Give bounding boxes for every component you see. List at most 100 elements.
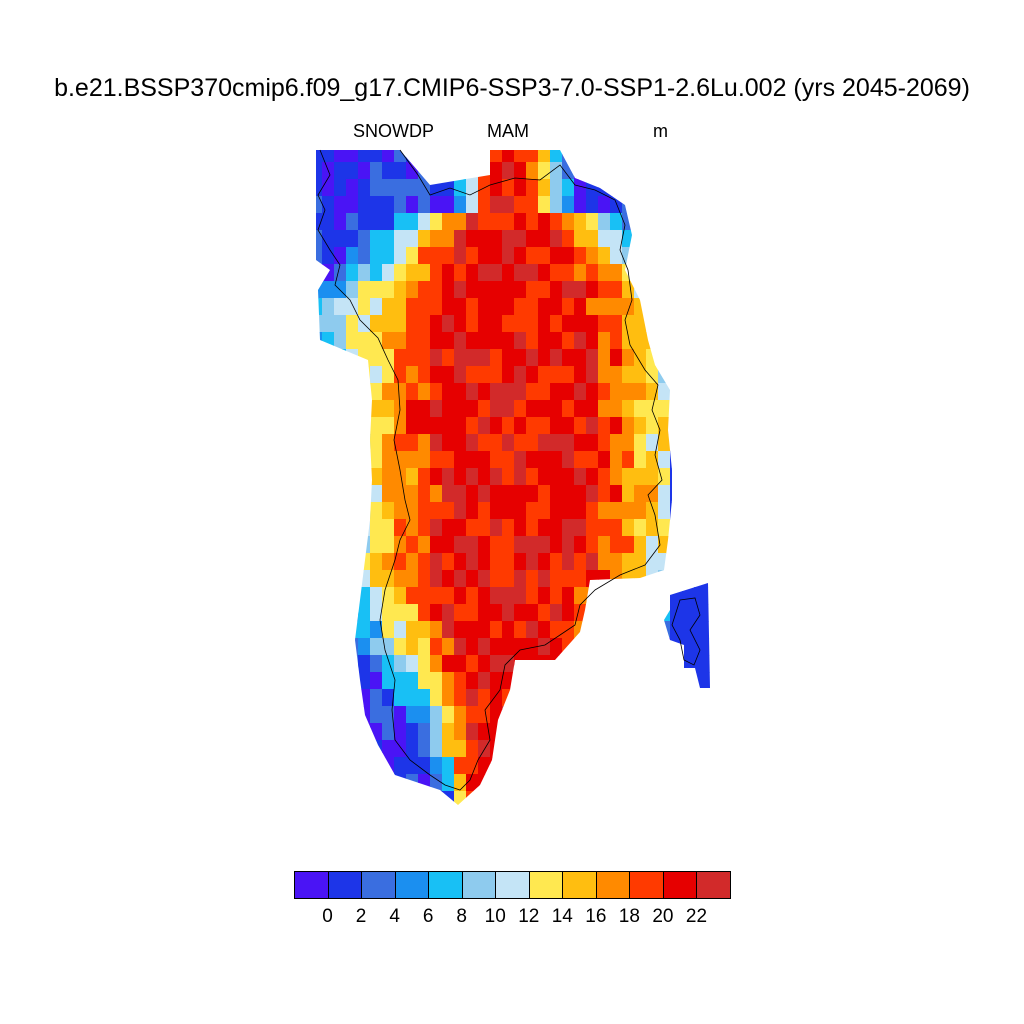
grid-cell xyxy=(538,570,551,588)
grid-cell xyxy=(430,519,443,537)
grid-cell xyxy=(514,570,527,588)
grid-cell xyxy=(370,264,383,282)
grid-cell xyxy=(694,621,707,639)
grid-cell xyxy=(526,519,539,537)
grid-cell xyxy=(562,604,575,622)
grid-cell xyxy=(406,655,419,673)
grid-cell xyxy=(430,179,443,197)
grid-cell xyxy=(682,774,695,792)
grid-cell xyxy=(322,553,335,571)
grid-cell xyxy=(490,485,503,503)
grid-cell xyxy=(538,638,551,656)
colorbar-tick-label: 6 xyxy=(422,906,434,927)
grid-cell xyxy=(406,604,419,622)
grid-cell xyxy=(706,757,710,775)
grid-cell xyxy=(406,281,419,299)
grid-cell xyxy=(682,808,695,826)
grid-cell xyxy=(610,298,623,316)
grid-cell xyxy=(682,536,695,554)
grid-cell xyxy=(514,621,527,639)
grid-cell xyxy=(334,672,347,690)
grid-cell xyxy=(394,604,407,622)
grid-cell xyxy=(382,519,395,537)
grid-cell xyxy=(418,502,431,520)
grid-cell xyxy=(394,383,407,401)
grid-cell xyxy=(370,213,383,231)
grid-cell xyxy=(526,621,539,639)
grid-cell xyxy=(538,264,551,282)
grid-cell xyxy=(514,400,527,418)
grid-cell xyxy=(406,689,419,707)
grid-cell xyxy=(430,621,443,639)
grid-cell xyxy=(454,315,467,333)
grid-cell xyxy=(574,417,587,435)
grid-cell xyxy=(478,519,491,537)
grid-cell xyxy=(418,230,431,248)
grid-cell xyxy=(574,196,587,214)
grid-cell xyxy=(394,570,407,588)
grid-cell xyxy=(418,247,431,265)
grid-cell xyxy=(406,536,419,554)
grid-cell xyxy=(430,655,443,673)
grid-cell xyxy=(322,485,335,503)
grid-cell xyxy=(346,247,359,265)
grid-cell xyxy=(370,485,383,503)
grid-cell xyxy=(322,638,335,656)
grid-cell xyxy=(538,150,551,163)
grid-cell xyxy=(598,196,611,214)
grid-cell xyxy=(430,213,443,231)
grid-cell xyxy=(490,451,503,469)
grid-cell xyxy=(550,179,563,197)
colorbar-tick-label: 8 xyxy=(456,906,467,927)
grid-cell xyxy=(670,638,683,656)
grid-cell xyxy=(586,298,599,316)
grid-cell xyxy=(442,213,455,231)
grid-cell xyxy=(706,536,710,554)
colorbar-swatch xyxy=(595,871,631,899)
grid-cell xyxy=(562,519,575,537)
grid-cell xyxy=(430,247,443,265)
grid-cell xyxy=(634,621,647,639)
grid-cell xyxy=(658,689,671,707)
grid-cell xyxy=(442,774,455,792)
grid-cell xyxy=(706,332,710,350)
grid-cell xyxy=(658,621,671,639)
grid-cell xyxy=(538,162,551,180)
grid-cell xyxy=(394,808,407,826)
grid-cell xyxy=(454,417,467,435)
grid-cell xyxy=(526,706,539,724)
grid-cell xyxy=(370,162,383,180)
grid-cell xyxy=(490,383,503,401)
grid-cell xyxy=(442,162,455,180)
grid-cell xyxy=(514,247,527,265)
grid-cell xyxy=(538,400,551,418)
grid-cell xyxy=(562,502,575,520)
grid-cell xyxy=(526,808,539,826)
grid-cell xyxy=(682,264,695,282)
grid-cell xyxy=(382,740,395,758)
grid-cell xyxy=(646,689,659,707)
grid-cell xyxy=(490,723,503,741)
grid-cell xyxy=(514,485,527,503)
grid-cell xyxy=(670,150,683,163)
grid-cell xyxy=(694,366,707,384)
grid-cell xyxy=(634,468,647,486)
grid-cell xyxy=(478,638,491,656)
grid-cell xyxy=(406,519,419,537)
grid-cell xyxy=(466,485,479,503)
grid-cell xyxy=(526,757,539,775)
grid-cell xyxy=(490,400,503,418)
grid-cell xyxy=(550,434,563,452)
grid-cell xyxy=(430,774,443,792)
grid-cell xyxy=(622,468,635,486)
grid-cell xyxy=(574,247,587,265)
grid-cell xyxy=(370,383,383,401)
grid-cell xyxy=(322,808,335,826)
grid-cell xyxy=(586,553,599,571)
grid-cell xyxy=(454,706,467,724)
grid-cell xyxy=(706,264,710,282)
grid-cell xyxy=(562,451,575,469)
grid-cell xyxy=(538,315,551,333)
grid-cell xyxy=(658,604,671,622)
grid-cell xyxy=(346,655,359,673)
